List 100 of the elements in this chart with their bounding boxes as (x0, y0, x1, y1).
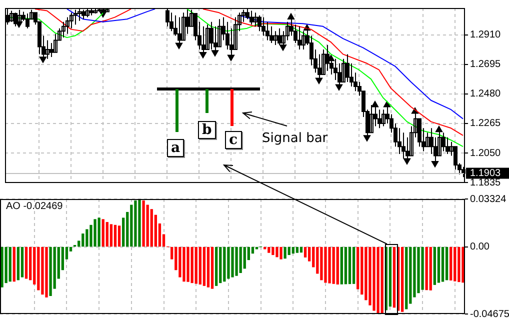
bar (186, 246, 190, 282)
bar (49, 246, 52, 296)
bar (86, 229, 88, 247)
bar (210, 246, 214, 289)
bar (268, 246, 270, 253)
point (279, 44, 287, 51)
bar (324, 246, 327, 283)
bar (239, 246, 242, 273)
bar (202, 246, 206, 286)
bar (150, 209, 153, 247)
point (315, 78, 323, 84)
annotation: c (225, 131, 242, 149)
point (211, 50, 219, 56)
bar (376, 246, 380, 314)
bar (458, 246, 460, 282)
point (335, 84, 343, 90)
bar (106, 222, 108, 247)
bar (28, 246, 32, 280)
y-tick-label: 1.1835 (470, 177, 502, 188)
bar (336, 246, 339, 284)
bar (214, 246, 218, 286)
bar (223, 246, 226, 282)
bar (441, 246, 444, 282)
bar (421, 246, 424, 290)
bar (130, 204, 133, 247)
y-tick-label: 1.2265 (470, 118, 502, 130)
annotation: b (198, 121, 216, 139)
bar (344, 246, 348, 284)
candlestick (426, 132, 430, 148)
bar (235, 246, 238, 276)
candlestick (274, 30, 278, 46)
bar (433, 246, 436, 285)
point (371, 101, 379, 108)
point (431, 160, 439, 168)
bar (429, 246, 432, 290)
bar (462, 246, 464, 283)
candlestick (382, 109, 386, 127)
point (227, 54, 235, 61)
bar (437, 246, 440, 283)
bar (304, 246, 307, 258)
point (175, 42, 183, 49)
bar (142, 200, 145, 247)
bar (45, 246, 48, 298)
y-tick-label: 0.03324 (470, 194, 507, 205)
chart-title: AO -0.02469 (6, 201, 63, 212)
bar (320, 246, 323, 280)
bar (300, 246, 303, 253)
bar (198, 246, 202, 284)
bar (94, 219, 96, 247)
y-tick-label: 1.2695 (470, 59, 502, 70)
bar (332, 246, 335, 284)
point (435, 126, 443, 132)
bar (348, 246, 352, 284)
candlestick (66, 16, 70, 34)
bar (98, 218, 100, 247)
y-tick-label: 1.2050 (470, 148, 502, 159)
bar (146, 204, 149, 247)
bar (417, 246, 420, 294)
bar (138, 199, 141, 247)
bar (231, 246, 234, 278)
point (363, 135, 371, 142)
bar (102, 219, 104, 247)
bar (118, 226, 121, 247)
point (403, 158, 411, 164)
bar (292, 246, 294, 254)
y-tick-label: 0.00 (470, 242, 490, 253)
bar (380, 246, 384, 314)
bar (284, 246, 286, 259)
bar (110, 224, 113, 247)
bar (194, 246, 198, 284)
bar (272, 246, 274, 256)
bar (24, 246, 28, 279)
y-tick-label: -0.04675 (470, 308, 509, 320)
bar (280, 246, 282, 260)
bar (276, 246, 278, 258)
bar (372, 246, 376, 311)
y-tick-label: 1.2480 (470, 88, 502, 100)
bar (182, 246, 186, 282)
bar (134, 200, 137, 247)
bar (400, 246, 404, 312)
bar (445, 246, 448, 280)
bar (425, 246, 428, 290)
annotation: a (167, 139, 184, 157)
point (39, 56, 47, 63)
bar (227, 246, 230, 279)
bar (178, 246, 182, 278)
bar (352, 246, 356, 284)
bar (288, 246, 290, 256)
bar (16, 246, 20, 280)
bar (190, 246, 194, 284)
bar (0, 246, 4, 288)
bar (41, 246, 44, 295)
bar (206, 246, 210, 288)
y-tick-label: 1.2910 (470, 30, 502, 41)
candlestick (254, 12, 258, 27)
bar (8, 246, 12, 282)
candlestick (54, 33, 58, 53)
candlestick (62, 21, 66, 38)
bar (12, 246, 16, 282)
bar (219, 246, 222, 284)
